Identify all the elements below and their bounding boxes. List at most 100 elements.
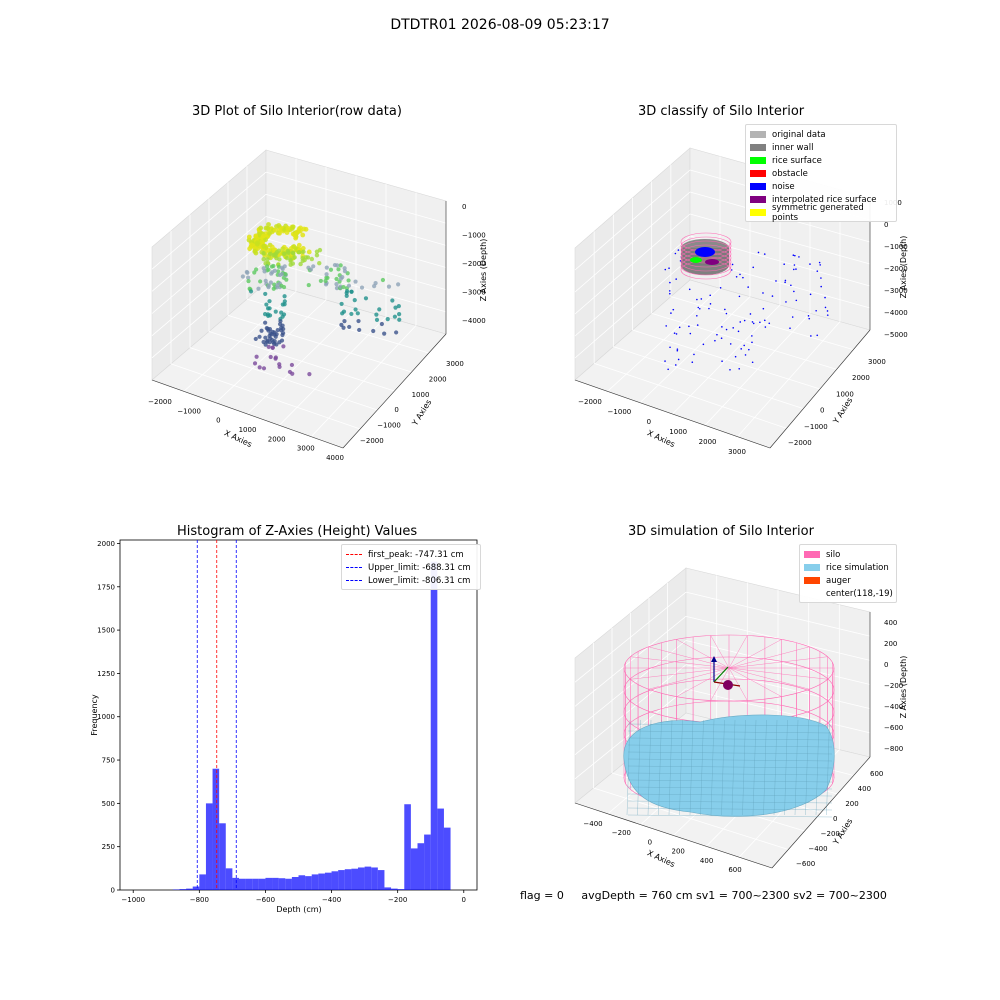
plot2-noise-point <box>716 333 718 336</box>
legend-swatch <box>750 183 766 190</box>
histogram-ytick-label: 1750 <box>97 583 115 591</box>
histogram-bar <box>265 877 273 890</box>
plot1-point <box>306 249 312 255</box>
plot4-rice-mesh <box>794 719 799 816</box>
plot2-ytick-label: 0 <box>820 407 824 415</box>
plot2-noise-point <box>708 307 710 310</box>
plot2-noise-point <box>793 264 796 266</box>
plot1-point <box>301 249 306 254</box>
plot1-point <box>266 267 271 272</box>
plot1-point <box>240 274 245 279</box>
plot2-xtick-label: 2000 <box>699 438 717 446</box>
plot1-point <box>296 249 302 255</box>
plot4-axes: −400−2000200400600−600−400−2000200400600… <box>574 567 908 874</box>
plot4-rice-mesh <box>647 719 652 816</box>
plot4-silo-top-spoke <box>728 656 828 669</box>
plot1-point <box>390 298 395 303</box>
legend-item-original-data: original data <box>750 128 892 141</box>
plot2-ztick-label: −2000 <box>884 265 908 273</box>
histogram-bar <box>351 868 358 890</box>
plot1-point <box>261 233 266 239</box>
plot2-noise-point <box>737 330 740 333</box>
plot2-noise-point <box>734 355 737 358</box>
plot1-point <box>269 244 275 250</box>
legend-item-rice-surface: rice surface <box>750 154 892 167</box>
plot2-noise-point <box>689 332 692 335</box>
legend-swatch <box>750 170 766 177</box>
histogram-bar <box>199 874 206 890</box>
plot1-point <box>374 317 380 322</box>
plot4-ztick-label: 0 <box>884 661 888 669</box>
plot4-rice-mesh <box>627 800 833 804</box>
plot2-noise-point <box>674 364 677 366</box>
plot1-point <box>285 225 291 231</box>
histogram-bar <box>364 866 372 890</box>
plot1-point <box>336 267 341 272</box>
plot4-rice-mesh <box>689 719 694 816</box>
histogram-xticks: −1000 −800 −600 −400 −200 0 <box>121 890 466 904</box>
histogram-vlines <box>196 540 237 890</box>
histogram-legend: first_peak: -747.31 cm Upper_limit: -688… <box>341 544 481 590</box>
plot4-xtick-label: 600 <box>728 866 741 874</box>
plot1-point <box>253 336 258 342</box>
histogram-bar <box>371 867 378 890</box>
plot1-zlabel: Z Axies (Depth) <box>479 239 488 302</box>
histogram-bar <box>437 808 444 890</box>
plot1-point <box>380 277 386 283</box>
plot2-noise-point <box>819 264 822 266</box>
plot1-point <box>300 258 305 264</box>
plot2-noise-point <box>762 292 764 294</box>
plot1-point <box>246 234 252 240</box>
histogram-bar <box>318 873 325 890</box>
histogram-bar <box>212 768 220 890</box>
histogram-bar <box>430 561 438 890</box>
plot4-rice-mesh <box>627 786 833 790</box>
plot1-point <box>318 278 323 284</box>
histogram-ytick-label: 250 <box>102 843 115 851</box>
legend-swatch <box>804 577 820 584</box>
plot2-noise-point <box>725 312 728 315</box>
plot1-point <box>276 269 281 274</box>
plot2-noise-point <box>763 253 766 255</box>
plot4-rice-mesh <box>627 723 833 727</box>
plot1-point <box>263 278 268 283</box>
legend-label: obstacle <box>772 168 808 179</box>
legend-line <box>346 567 362 568</box>
plot1-point <box>379 321 384 327</box>
plot1-point <box>294 229 300 235</box>
plot1-point <box>308 267 314 272</box>
x-axis-line <box>151 379 344 449</box>
plot1-ztick-label: 0 <box>462 203 466 211</box>
plot1-point <box>269 271 274 276</box>
plot4-ytick-label: 200 <box>845 800 858 808</box>
legend-label: center(118,-19) <box>826 588 893 599</box>
plot2-ytick-label: 2000 <box>852 374 870 382</box>
plot1-point <box>264 302 269 307</box>
plot1-point <box>357 327 362 333</box>
histogram-ylabel: Frequency <box>90 694 99 736</box>
plot2-noise-point <box>820 285 822 288</box>
plot2-noise-point <box>743 344 746 347</box>
histogram-bar <box>424 834 431 890</box>
plot1-point <box>275 327 280 333</box>
plot2-noise-point <box>757 251 760 254</box>
plot2-noise-point <box>739 273 741 276</box>
legend-label: first_peak: -747.31 cm <box>368 549 464 560</box>
plot1-point <box>352 298 357 303</box>
plot1-point <box>249 242 255 248</box>
plot2-noise-point <box>696 315 698 317</box>
legend-label: symmetric generated points <box>772 202 864 223</box>
plot4-rice-mesh <box>627 807 833 811</box>
plot2-noise-point <box>751 341 753 344</box>
plot1-point <box>268 354 273 360</box>
plot4-silo-top-spoke <box>648 667 730 690</box>
plot1-xtick-label: 4000 <box>326 454 344 462</box>
plot2-noise-point <box>668 290 671 292</box>
plot4-center-y-arrow <box>713 666 729 683</box>
grid-line <box>151 171 267 270</box>
plot4-silo-top-spoke <box>630 667 730 680</box>
plot1-point <box>359 285 365 290</box>
plot2-noise-point <box>751 361 754 364</box>
histogram-xtick-label: −400 <box>322 896 341 904</box>
legend-swatch <box>804 590 820 597</box>
